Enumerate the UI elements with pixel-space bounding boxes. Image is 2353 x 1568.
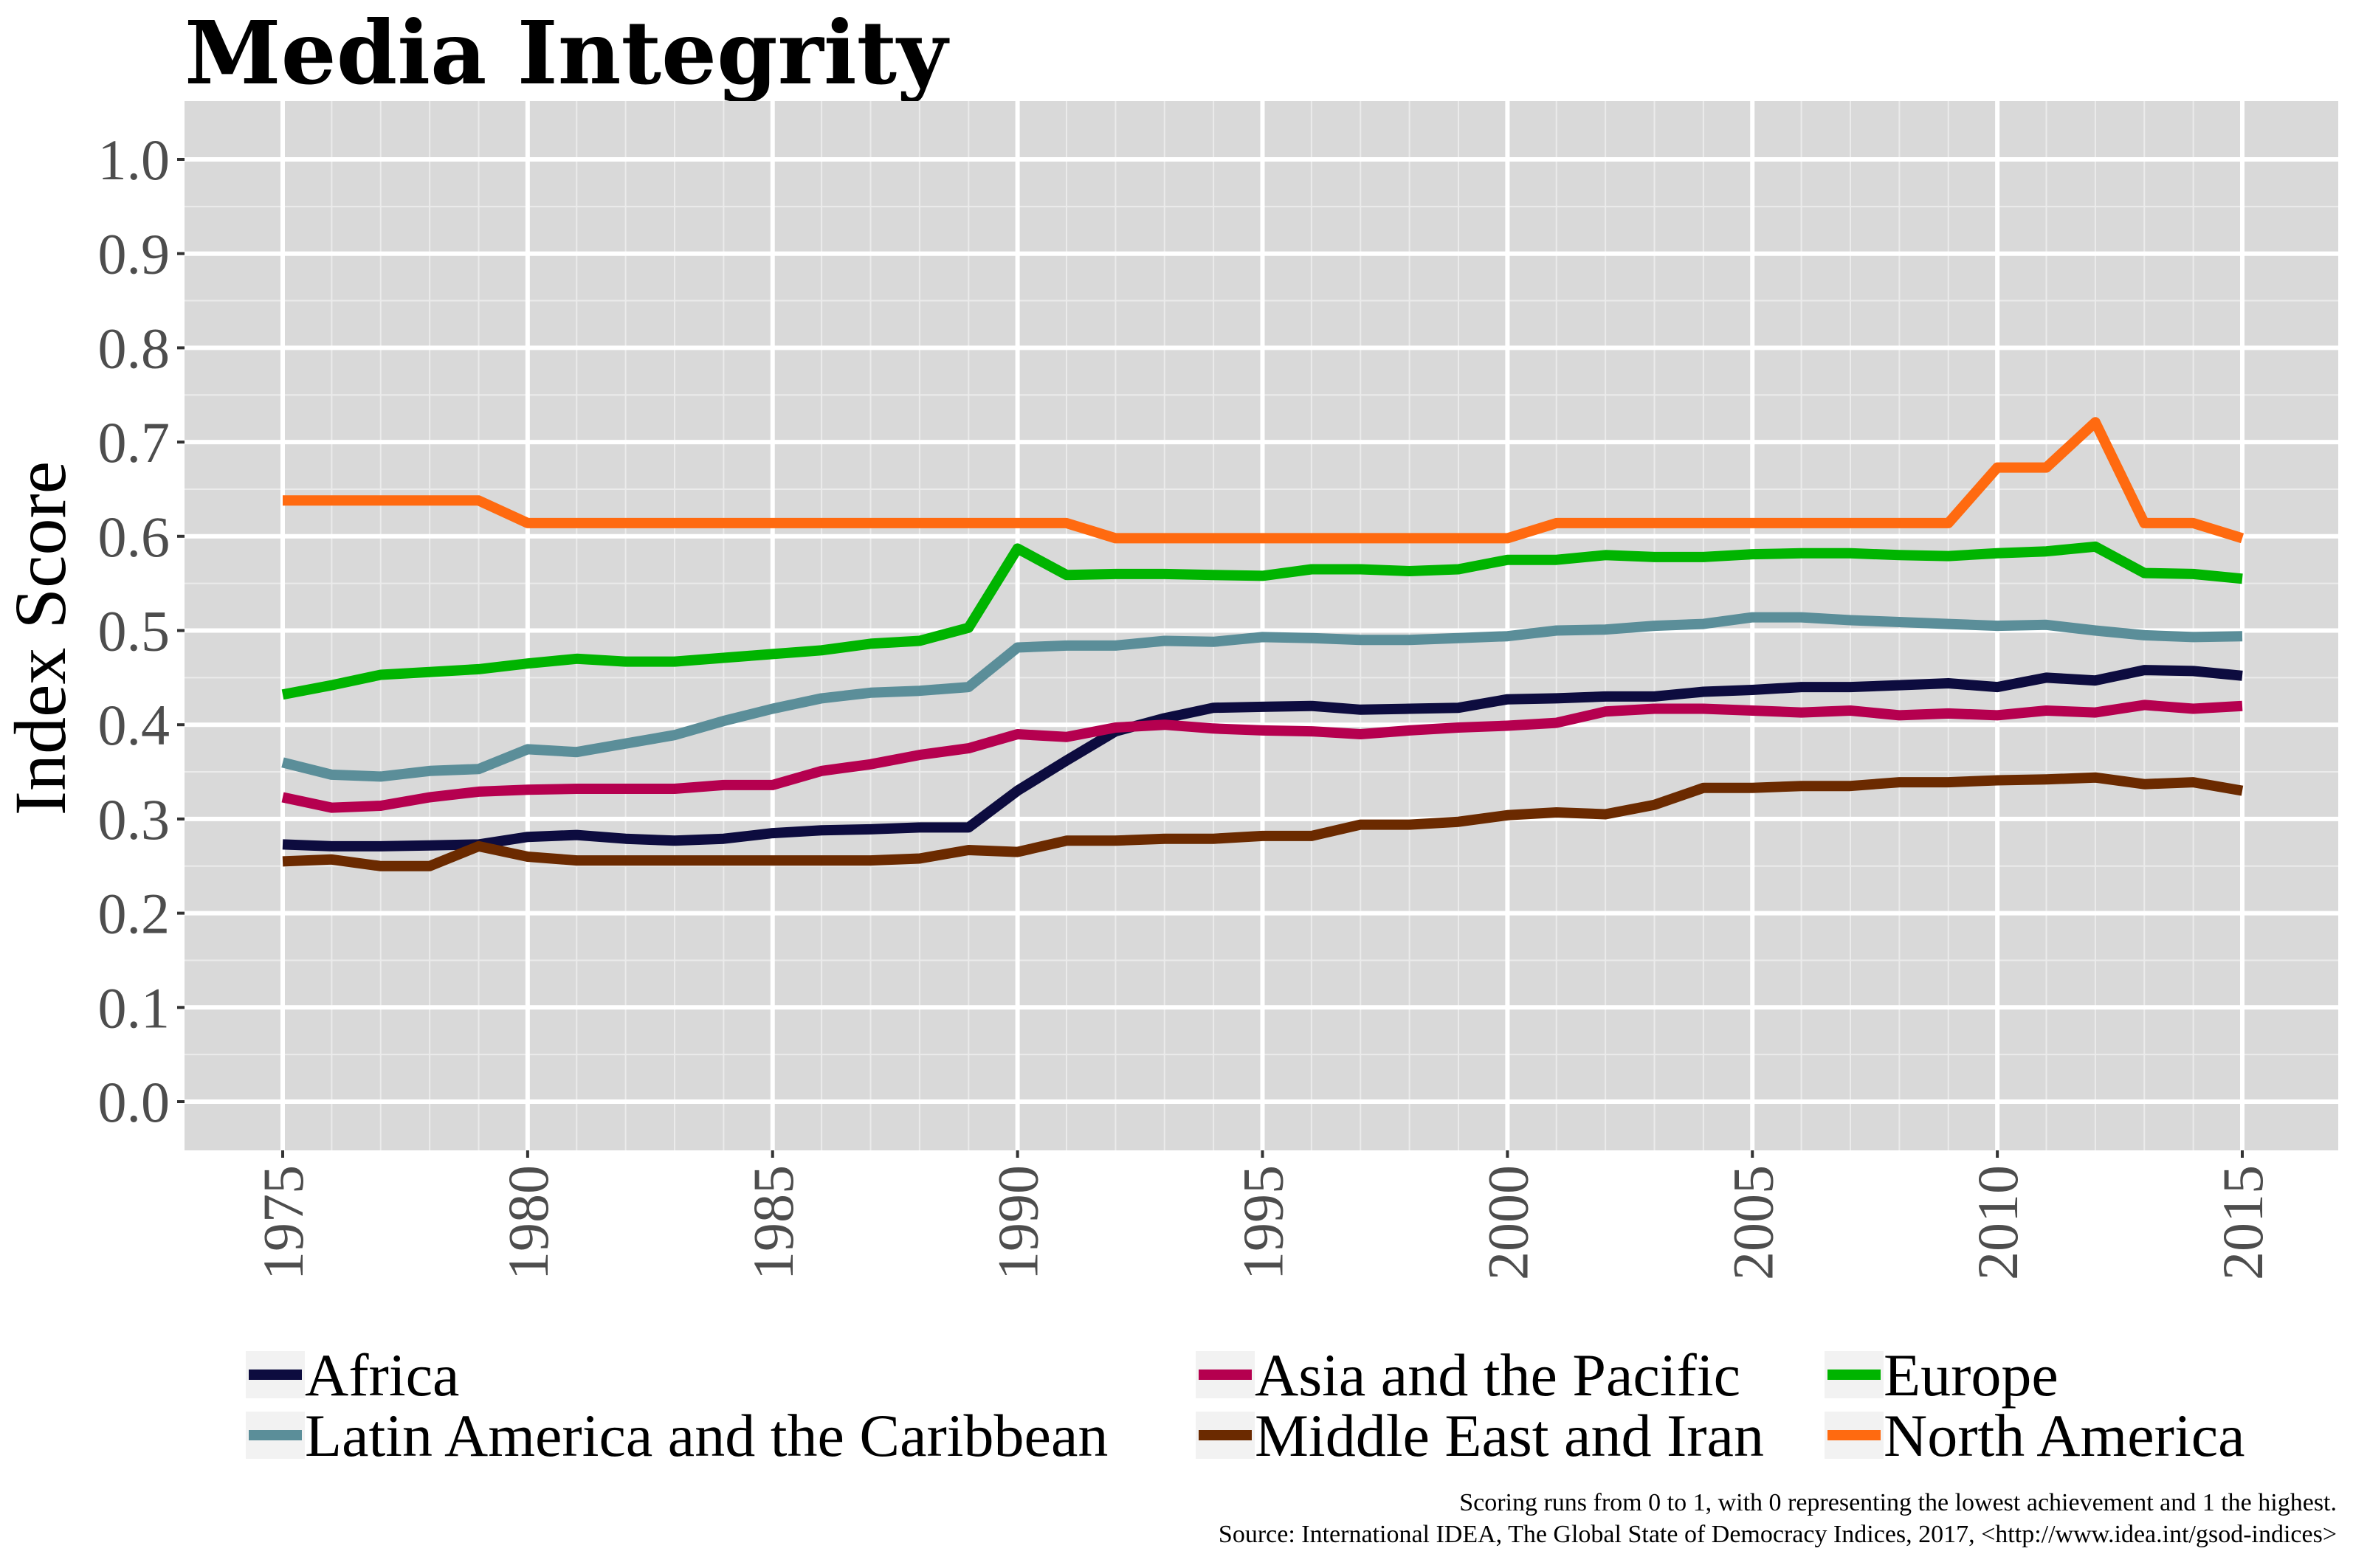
y-axis-label: Index Score xyxy=(0,461,81,815)
y-tick-label: 0.0 xyxy=(98,1070,170,1134)
x-tick-label: 2015 xyxy=(2211,1165,2275,1280)
x-tick-label: 1985 xyxy=(741,1165,805,1280)
series-line-latin-america-and-the-caribbean xyxy=(281,612,2243,782)
series-line-middle-east-and-iran xyxy=(282,772,2244,871)
legend: Africa Asia and the Pacific Europe Latin Am… xyxy=(246,1341,2245,1469)
y-tick-label: 0.9 xyxy=(98,222,170,286)
y-tick-label: 0.7 xyxy=(98,410,170,474)
legend-label-north-america: North America xyxy=(1884,1402,2245,1469)
y-tick-label: 1.0 xyxy=(98,128,170,192)
axes: 0.0 0.1 0.2 0.3 0.4 0.5 0.6 0.7 0.8 0.9 1.0 1975 198… xyxy=(98,128,2276,1280)
y-tick-label: 0.5 xyxy=(98,599,170,663)
x-tick-label: 1995 xyxy=(1231,1165,1295,1280)
chart-title: Media Integrity xyxy=(185,1,950,104)
y-tick-label: 0.6 xyxy=(98,505,170,569)
legend-label-middle-east-and-iran: Middle East and Iran xyxy=(1255,1402,1764,1469)
series-group xyxy=(281,417,2245,871)
legend-label-asia-and-the-pacific: Asia and the Pacific xyxy=(1255,1341,1740,1409)
x-tick-label: 1975 xyxy=(251,1165,315,1280)
x-tick-label: 1980 xyxy=(496,1165,560,1280)
y-tick-label: 0.4 xyxy=(98,693,170,757)
grid xyxy=(185,101,2338,1150)
x-tick-label: 1990 xyxy=(986,1165,1050,1280)
legend-label-africa: Africa xyxy=(305,1341,459,1409)
series-line-asia-and-the-pacific xyxy=(281,700,2243,813)
series-line-north-america xyxy=(283,417,2245,544)
x-tick-label: 2010 xyxy=(1966,1165,2030,1280)
note-scoring: Scoring runs from 0 to 1, with 0 represe… xyxy=(1459,1489,2337,1516)
legend-label-latin-america-and-the-caribbean: Latin America and the Caribbean xyxy=(305,1402,1108,1469)
x-tick-label: 2000 xyxy=(1475,1165,1540,1280)
y-tick-label: 0.3 xyxy=(98,787,170,852)
series-line-europe xyxy=(281,541,2243,700)
y-tick-label: 0.8 xyxy=(98,316,170,380)
x-tick-label: 2005 xyxy=(1720,1165,1785,1280)
note-source: Source: International IDEA, The Global S… xyxy=(1219,1521,2337,1548)
y-tick-label: 0.2 xyxy=(98,882,170,946)
legend-label-europe: Europe xyxy=(1884,1341,2059,1409)
y-tick-label: 0.1 xyxy=(98,975,170,1040)
series-line-africa xyxy=(282,665,2243,852)
